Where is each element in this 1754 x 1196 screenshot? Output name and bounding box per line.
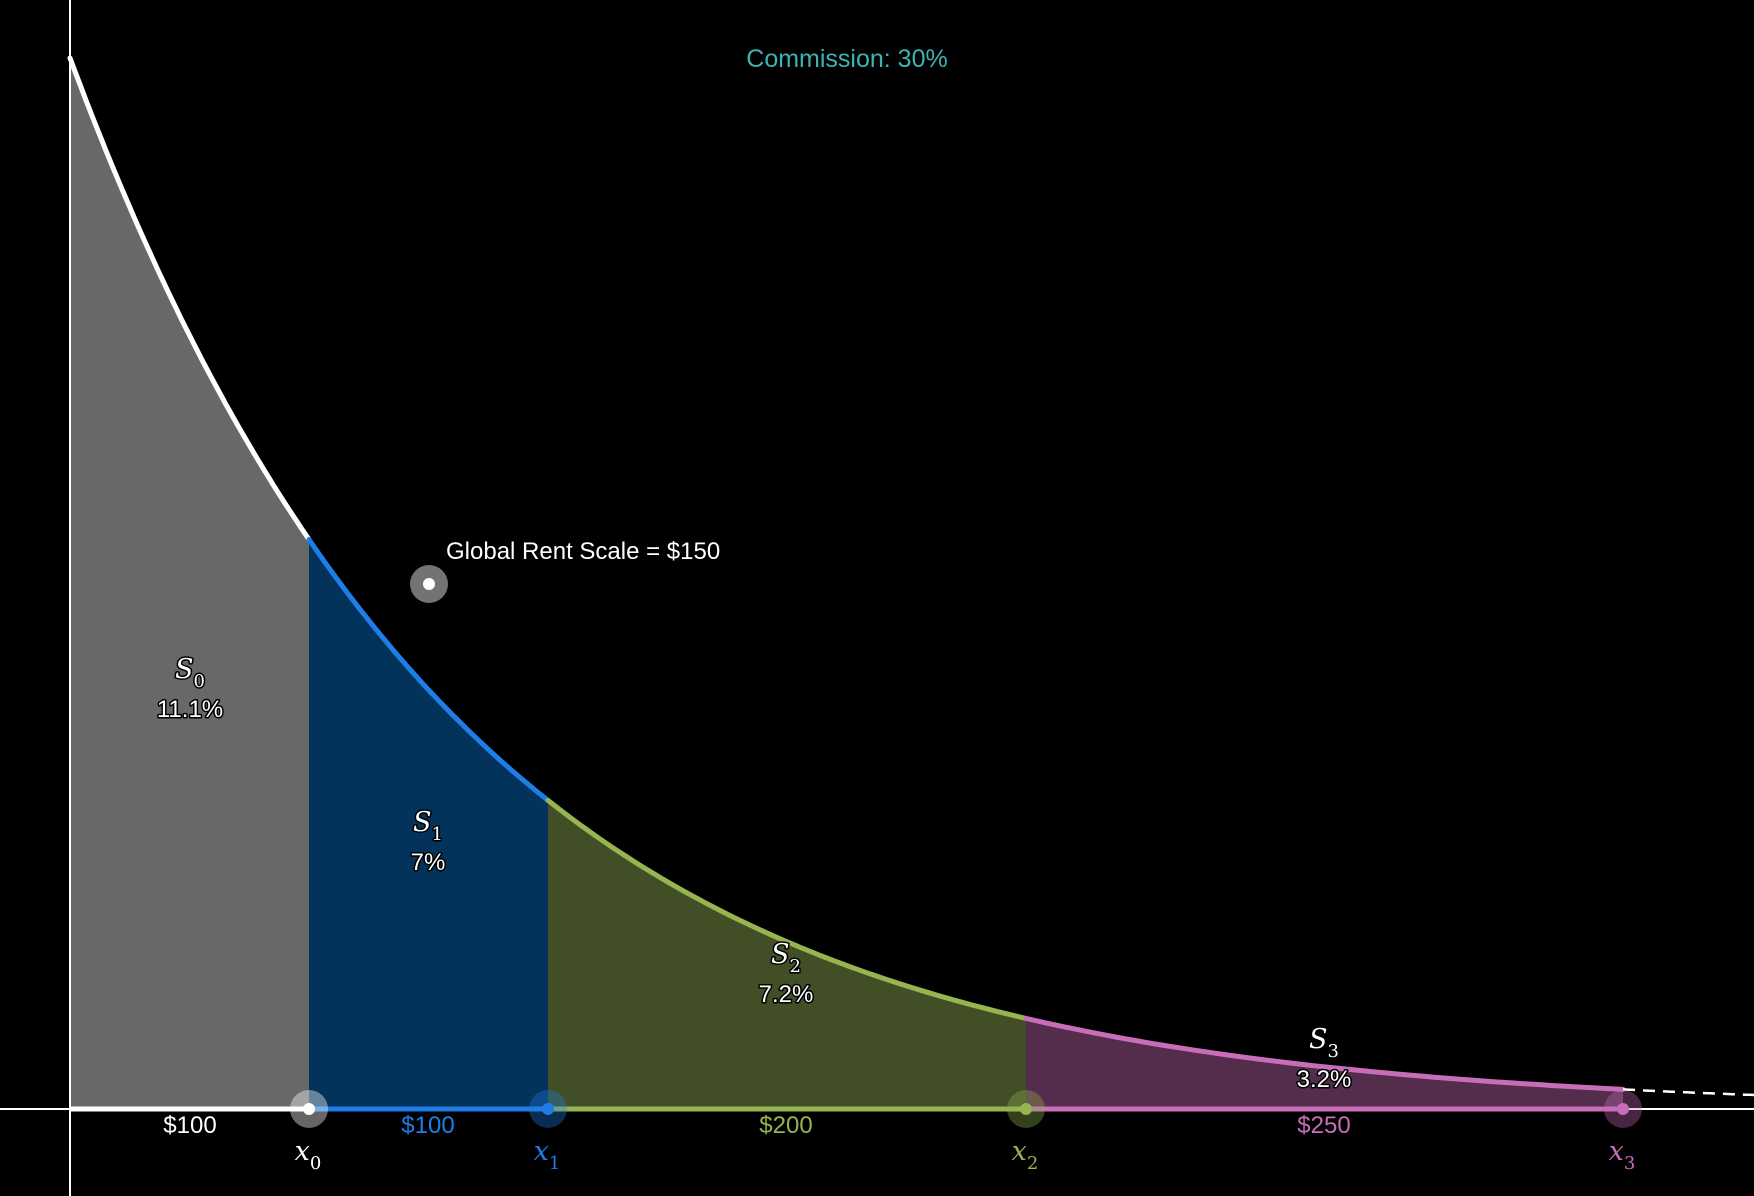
boundary-point-dot[interactable]: [303, 1103, 315, 1115]
boundary-labels: x0 x1 x2 x3: [295, 1136, 1636, 1174]
region-percent-s1: 7%: [411, 849, 446, 876]
region-percent-s0: 11.1%: [157, 696, 223, 723]
commission-title: Commission: 30%: [746, 45, 947, 73]
region-s3: [1026, 1018, 1623, 1109]
boundary-label-x2: x2: [1012, 1136, 1039, 1174]
region-labels: S0 11.1% S1 7% S2 7.2% S3 3.2%: [155, 653, 1352, 1095]
curve-segment-1: [306, 537, 551, 803]
boundary-point-x2[interactable]: [1007, 1090, 1045, 1128]
price-label-3: $250: [1297, 1112, 1350, 1139]
region-s2: [548, 800, 1026, 1109]
price-labels: $100 $100 $200 $250: [163, 1112, 1350, 1139]
region-label-s0: S0: [175, 654, 205, 692]
region-label-s1: S1: [413, 807, 443, 845]
price-label-1: $100: [401, 1112, 454, 1139]
rent-scale-point-dot[interactable]: [423, 578, 435, 590]
region-label-s2: S2: [771, 939, 801, 977]
boundary-label-x1: x1: [534, 1136, 561, 1174]
curve-dashed-tail: [1622, 1088, 1754, 1097]
region-layer: [70, 58, 1623, 1109]
price-label-2: $200: [759, 1112, 812, 1139]
region-s1: [309, 539, 548, 1109]
curve-segment-3: [1023, 1015, 1626, 1092]
boundary-point-x1[interactable]: [529, 1090, 567, 1128]
boundary-label-x0: x0: [295, 1136, 322, 1174]
boundary-point-dot[interactable]: [1617, 1103, 1629, 1115]
curve-segment-0: [67, 55, 312, 542]
region-label-s3: S3: [1309, 1024, 1339, 1062]
rent-scale-point[interactable]: [410, 565, 448, 603]
price-label-0: $100: [163, 1112, 216, 1139]
curve: [67, 55, 1754, 1097]
boundary-point-dot[interactable]: [1020, 1103, 1032, 1115]
region-percent-s3: 3.2%: [1297, 1066, 1352, 1093]
boundary-points: [290, 1090, 1642, 1128]
curve-segment-2: [545, 797, 1029, 1021]
boundary-point-x3[interactable]: [1604, 1090, 1642, 1128]
boundary-point-x0[interactable]: [290, 1090, 328, 1128]
boundary-label-x3: x3: [1609, 1136, 1636, 1174]
boundary-point-dot[interactable]: [542, 1103, 554, 1115]
region-percent-s2: 7.2%: [759, 981, 814, 1008]
region-s0: [70, 58, 309, 1109]
rent-scale-label: Global Rent Scale = $150: [446, 538, 720, 565]
